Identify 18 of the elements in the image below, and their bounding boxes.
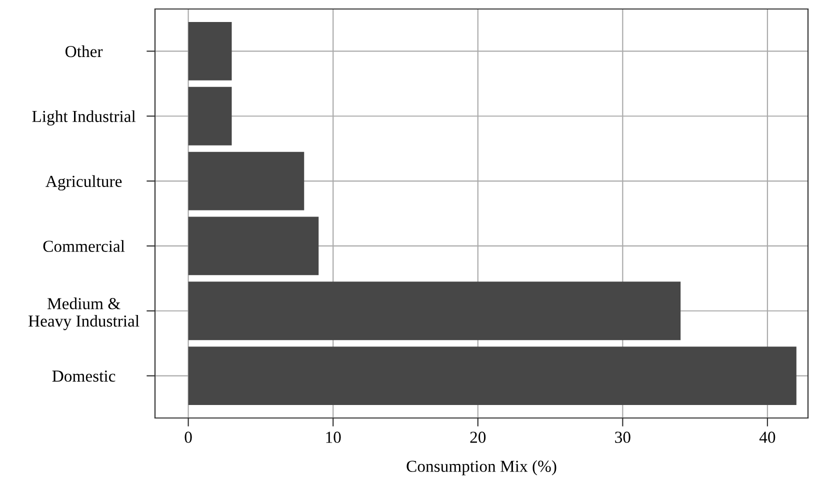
x-tick-label: 0 — [184, 432, 192, 443]
bar — [188, 86, 232, 146]
x-axis-title: Consumption Mix (%) — [406, 460, 556, 476]
y-tick-label: Commercial — [43, 240, 125, 252]
y-tick-label: Agriculture — [46, 175, 122, 190]
x-tick-label: 30 — [615, 432, 630, 443]
y-tick-label: Medium & Heavy Industrial — [28, 298, 140, 330]
x-tick-label: 40 — [759, 432, 776, 443]
bar — [188, 346, 796, 406]
y-tick-label: Light Industrial — [32, 110, 136, 126]
bar — [188, 22, 232, 80]
y-tick-label: Other — [66, 45, 103, 58]
bar — [188, 282, 681, 340]
y-tick-label: Domestic — [52, 370, 116, 382]
x-tick-label: 20 — [470, 432, 486, 443]
bar — [188, 216, 319, 276]
x-tick-label: 10 — [326, 432, 341, 443]
bar — [188, 152, 304, 210]
